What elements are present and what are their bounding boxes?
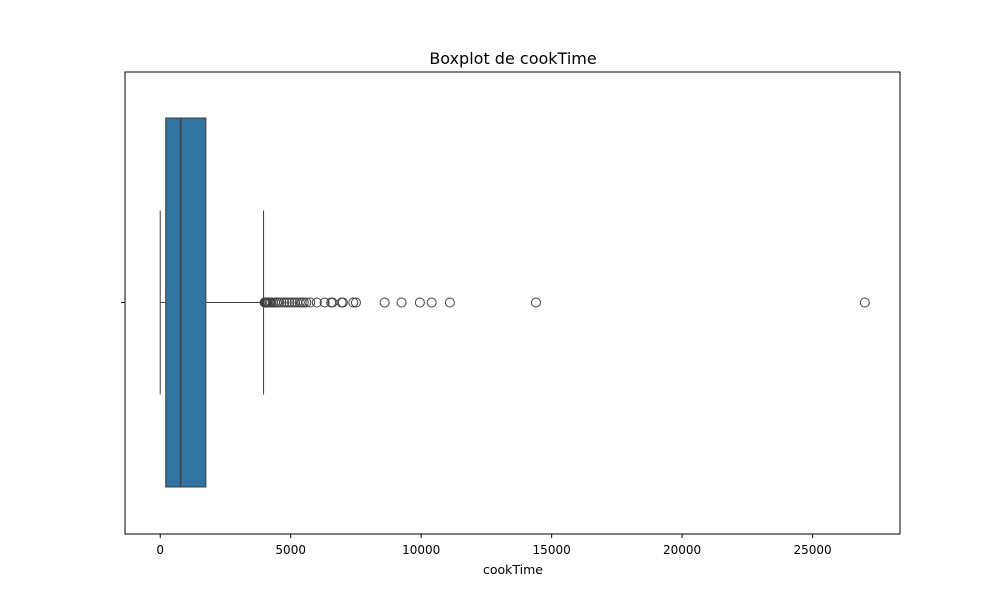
chart-title: Boxplot de cookTime (429, 49, 596, 68)
x-tick-label: 20000 (663, 543, 701, 557)
outlier-point (444, 297, 455, 308)
outlier-point (305, 297, 316, 308)
outlier-point (279, 297, 290, 308)
outlier-point (284, 297, 295, 308)
outlier-point (348, 297, 359, 308)
x-tick-label: 10000 (402, 543, 440, 557)
outlier-point (276, 297, 287, 308)
outlier-point (287, 297, 298, 308)
outlier-point (396, 297, 407, 308)
x-tick-label: 0 (156, 543, 164, 557)
x-tick-label: 25000 (793, 543, 831, 557)
outlier-point (530, 297, 541, 308)
outlier-point (281, 297, 292, 308)
outlier-point (298, 297, 309, 308)
x-axis-label: cookTime (483, 562, 543, 577)
outlier-point (859, 297, 870, 308)
x-tick-label: 15000 (533, 543, 571, 557)
outlier-point (337, 297, 348, 308)
outlier-point (379, 297, 390, 308)
outlier-point (414, 297, 425, 308)
plot-area (159, 117, 870, 488)
x-axis: 0 5000 10000 15000 20000 25000 (156, 534, 832, 557)
x-tick-label: 5000 (275, 543, 306, 557)
outlier-point (311, 297, 322, 308)
iqr-box (165, 117, 207, 488)
outlier-point (274, 297, 285, 308)
outlier-point (319, 297, 330, 308)
outlier-point (426, 297, 437, 308)
outlier-point (301, 297, 312, 308)
outlier-point (350, 297, 361, 308)
